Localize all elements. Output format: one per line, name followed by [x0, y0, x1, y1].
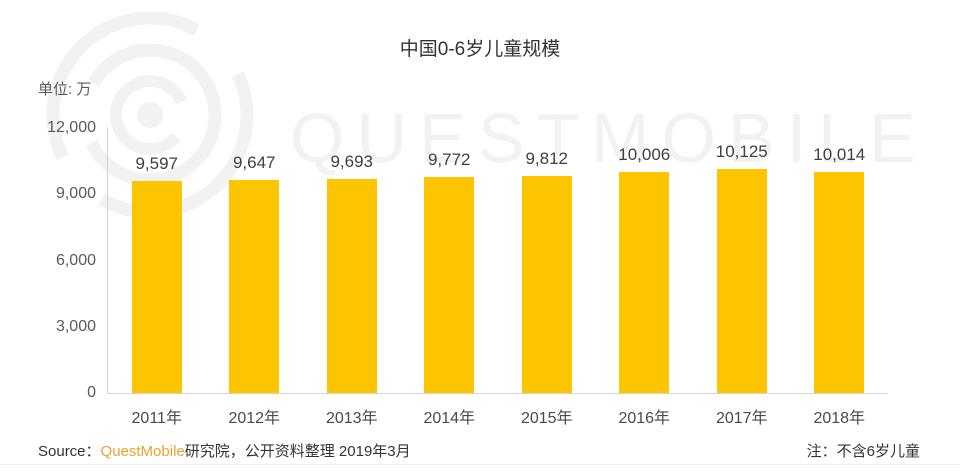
bar-value-label: 9,693	[330, 151, 374, 171]
bar-2017年	[716, 169, 767, 393]
source-prefix: Source：	[38, 443, 101, 460]
bar-2015年	[521, 176, 572, 393]
x-axis-line	[107, 393, 888, 394]
bar-value-label: 9,647	[232, 152, 276, 172]
bar-2013年	[326, 178, 377, 393]
bar-2018年	[814, 171, 865, 393]
x-axis-label: 2012年	[228, 410, 281, 427]
bar-value-label: 10,006	[618, 145, 671, 165]
y-axis-tick-label: 6,000	[55, 251, 96, 269]
watermark-text: QUESTMOBILE	[290, 99, 928, 177]
bar-value-label: 9,812	[525, 149, 569, 169]
y-axis-tick-label: 3,000	[55, 317, 96, 335]
source-suffix: 研究院，公开资料整理 2019年3月	[184, 443, 411, 460]
bar-2012年	[229, 179, 280, 393]
source-line: Source：QuestMobile研究院，公开资料整理 2019年3月	[38, 440, 411, 461]
x-axis-label: 2011年	[131, 410, 182, 427]
x-axis-label: 2014年	[423, 410, 476, 427]
bar-value-label: 10,014	[813, 144, 866, 164]
chart-title: 中国0-6岁儿童规模	[399, 39, 561, 60]
bar-2016年	[619, 172, 670, 393]
x-axis-label: 2013年	[325, 410, 378, 427]
questmobile-logo-watermark	[46, 11, 254, 219]
bottom-divider	[0, 464, 960, 465]
x-axis-label: 2015年	[520, 410, 573, 427]
x-axis-label: 2016年	[618, 410, 671, 427]
x-axis-label: 2017年	[715, 410, 768, 427]
y-axis-tick-label: 12,000	[47, 119, 96, 136]
bar-2014年	[424, 177, 475, 393]
y-axis-tick-label: 0	[87, 384, 96, 401]
bar-value-label: 9,597	[135, 154, 179, 174]
y-axis-tick-label: 9,000	[55, 185, 96, 203]
bar-2011年	[131, 181, 182, 393]
unit-label: 单位: 万	[38, 81, 92, 98]
source-brand: QuestMobile	[100, 443, 185, 460]
x-axis-label: 2018年	[813, 410, 866, 427]
footnote: 注：不含6岁儿童	[806, 443, 920, 460]
bar-value-label: 9,772	[427, 150, 471, 170]
y-axis-line	[107, 127, 108, 393]
bar-value-label: 10,125	[715, 142, 768, 162]
